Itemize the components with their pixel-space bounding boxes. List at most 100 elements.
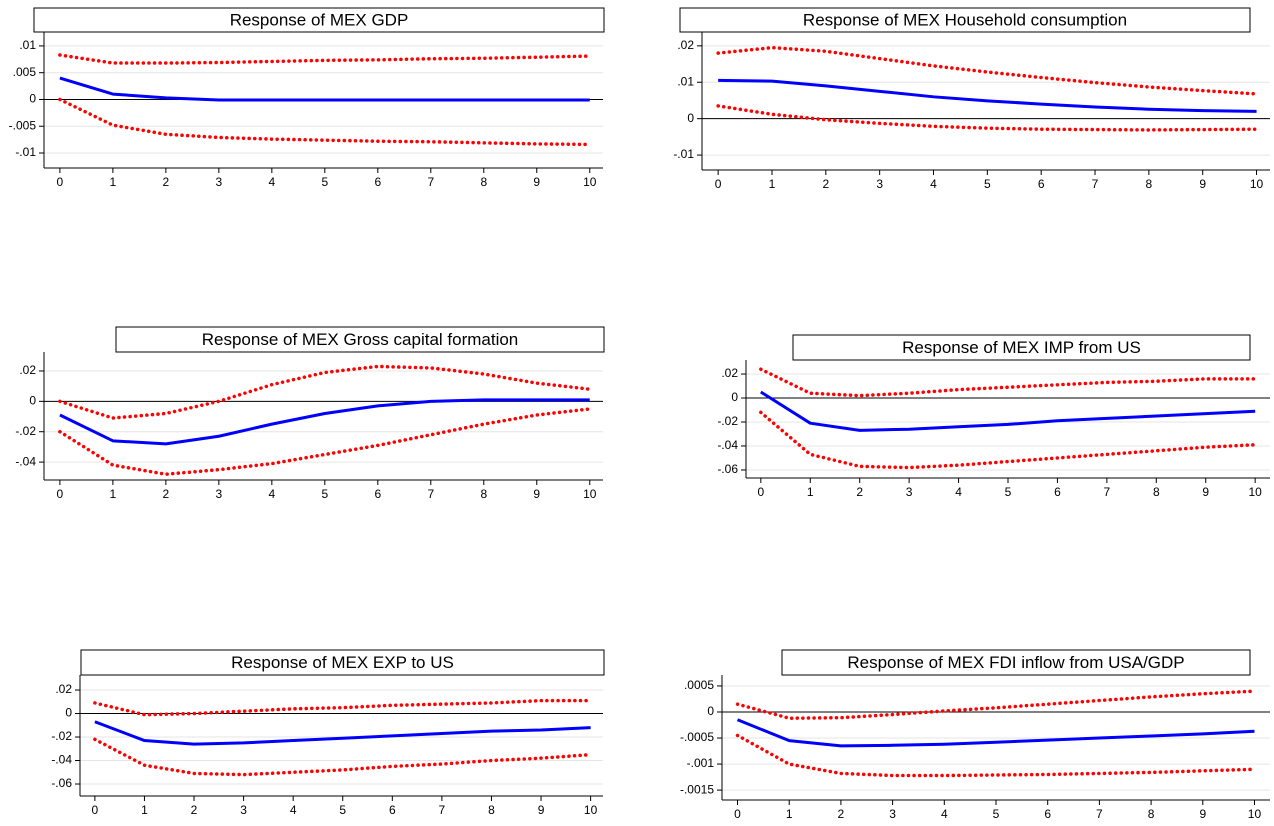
- x-tick-label: 7: [439, 803, 446, 817]
- chart-title: Response of MEX EXP to US: [231, 653, 454, 672]
- x-tick-label: 1: [110, 487, 117, 501]
- x-tick-label: 4: [290, 803, 297, 817]
- x-tick-label: 1: [769, 177, 776, 191]
- y-tick-label: 0: [29, 92, 36, 106]
- x-tick-label: 2: [191, 803, 198, 817]
- series-line: [718, 78, 1257, 113]
- x-tick-label: 4: [268, 487, 275, 501]
- series-line: [94, 720, 591, 746]
- x-tick-label: 10: [1250, 177, 1264, 191]
- x-tick-label: 9: [533, 487, 540, 501]
- x-tick-label: 9: [1199, 807, 1206, 821]
- x-tick-label: 10: [583, 175, 597, 189]
- x-tick-label: 6: [374, 175, 381, 189]
- x-tick-label: 9: [538, 803, 545, 817]
- y-tick-label: -.0005: [680, 730, 714, 744]
- series-line: [93, 698, 593, 717]
- series-line: [759, 410, 1257, 470]
- x-tick-label: 5: [321, 487, 328, 501]
- x-tick-label: 8: [488, 803, 495, 817]
- y-tick-label: .02: [721, 366, 738, 380]
- x-tick-label: 4: [930, 177, 937, 191]
- x-tick-label: 3: [216, 487, 223, 501]
- x-tick-label: 0: [757, 485, 764, 499]
- y-tick-label: 0: [731, 390, 738, 404]
- x-tick-label: 2: [163, 175, 170, 189]
- x-tick-label: 8: [1148, 807, 1155, 821]
- chart-title: Response of MEX Household consumption: [803, 10, 1127, 29]
- y-tick-label: -.01: [673, 147, 694, 161]
- y-tick-label: -.001: [687, 756, 715, 770]
- x-tick-label: 8: [1146, 177, 1153, 191]
- x-tick-label: 4: [955, 485, 962, 499]
- title-box: [80, 649, 605, 676]
- x-tick-label: 7: [427, 175, 434, 189]
- x-tick-label: 7: [1096, 807, 1103, 821]
- y-tick-label: 0: [707, 704, 714, 718]
- x-tick-label: 7: [427, 487, 434, 501]
- x-tick-label: 10: [583, 487, 597, 501]
- y-tick-label: -.04: [717, 438, 738, 452]
- series-line: [58, 364, 592, 420]
- chart-title: Response of MEX GDP: [230, 10, 409, 29]
- x-tick-label: 5: [1005, 485, 1012, 499]
- series-line: [735, 733, 1257, 778]
- x-tick-label: 7: [1092, 177, 1099, 191]
- x-tick-label: 3: [876, 177, 883, 191]
- x-tick-label: 5: [984, 177, 991, 191]
- x-tick-label: 10: [1248, 485, 1262, 499]
- x-tick-label: 0: [715, 177, 722, 191]
- x-tick-label: 5: [339, 803, 346, 817]
- y-tick-label: -.0015: [680, 782, 714, 796]
- x-tick-label: 9: [1199, 177, 1206, 191]
- x-tick-label: 6: [374, 487, 381, 501]
- y-tick-label: -.06: [717, 462, 738, 476]
- chart-title: Response of MEX IMP from US: [902, 338, 1141, 357]
- series-line: [736, 718, 1255, 748]
- x-tick-label: 4: [941, 807, 948, 821]
- y-tick-label: -.02: [51, 729, 72, 743]
- x-tick-label: 2: [163, 487, 170, 501]
- x-tick-label: 0: [57, 487, 64, 501]
- series-line: [58, 97, 592, 147]
- x-tick-label: 8: [1153, 485, 1160, 499]
- series-line: [93, 737, 593, 777]
- x-tick-label: 2: [822, 177, 829, 191]
- x-tick-label: 10: [584, 803, 598, 817]
- x-tick-label: 4: [268, 175, 275, 189]
- x-tick-label: 3: [906, 485, 913, 499]
- x-tick-label: 8: [480, 175, 487, 189]
- x-tick-label: 5: [321, 175, 328, 189]
- x-tick-label: 10: [1248, 807, 1262, 821]
- series-line: [759, 367, 1257, 398]
- y-tick-label: .0005: [684, 678, 714, 692]
- title-box: [781, 649, 1251, 676]
- x-tick-label: 1: [807, 485, 814, 499]
- y-tick-label: .02: [55, 682, 72, 696]
- y-tick-label: .005: [13, 65, 37, 79]
- chart-title: Response of MEX FDI inflow from USA/GDP: [847, 653, 1184, 672]
- series-line: [58, 53, 592, 65]
- y-tick-label: -.04: [15, 454, 36, 468]
- title-box: [33, 7, 605, 33]
- x-tick-label: 6: [389, 803, 396, 817]
- y-tick-label: -.04: [51, 753, 72, 767]
- y-tick-label: 0: [29, 394, 36, 408]
- x-tick-label: 2: [838, 807, 845, 821]
- x-tick-label: 3: [216, 175, 223, 189]
- x-tick-label: 8: [480, 487, 487, 501]
- series-line: [760, 390, 1256, 432]
- series-line: [735, 689, 1257, 720]
- series-line: [59, 398, 590, 446]
- x-tick-label: 1: [786, 807, 793, 821]
- y-tick-label: .02: [19, 363, 36, 377]
- x-tick-label: 2: [856, 485, 863, 499]
- x-tick-label: 6: [1044, 807, 1051, 821]
- y-tick-label: -.06: [51, 776, 72, 790]
- x-tick-label: 9: [1202, 485, 1209, 499]
- y-tick-label: .02: [677, 38, 694, 52]
- chart-title: Response of MEX Gross capital formation: [202, 330, 519, 349]
- series-line: [716, 45, 1259, 96]
